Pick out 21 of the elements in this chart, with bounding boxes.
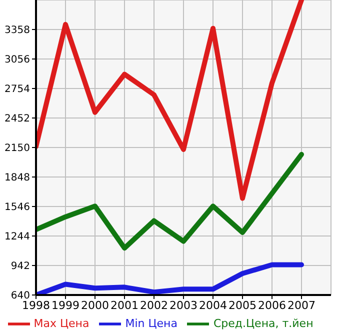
y-tick-label: 2452 (4, 114, 30, 125)
y-tick-label: 1244 (4, 232, 30, 243)
x-tick-label: 2005 (228, 298, 256, 312)
x-tick-label: 1999 (52, 298, 80, 312)
y-tick-label: 2150 (4, 143, 30, 154)
y-tick-label: 1546 (4, 202, 30, 214)
y-tick-label: 3056 (4, 54, 30, 66)
x-tick-label: 2006 (258, 298, 286, 312)
x-tick-label: 2000 (81, 298, 109, 312)
y-tick-label: 3358 (4, 25, 30, 36)
x-tick-label: 2002 (140, 298, 168, 312)
legend-label: Сред.Цена, т.йен (213, 317, 314, 330)
legend-label: Min Цена (125, 317, 178, 330)
x-tick-label: 2003 (170, 298, 198, 312)
x-tick-label: 2004 (199, 298, 227, 312)
y-tick-label: 2754 (4, 84, 30, 96)
y-tick-label: 942 (10, 261, 30, 272)
x-tick-label: 2001 (110, 298, 138, 312)
legend-label: Max Цена (34, 317, 90, 330)
y-tick-label: 1848 (4, 172, 30, 184)
x-tick-label: 2007 (288, 298, 316, 312)
